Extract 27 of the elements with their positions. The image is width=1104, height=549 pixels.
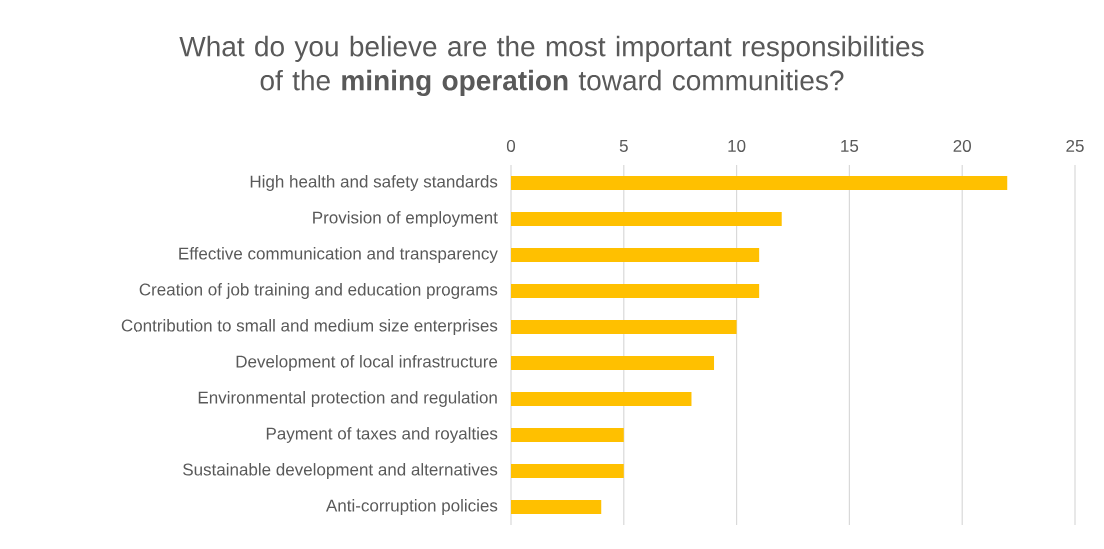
bar [511,500,602,514]
bar [511,392,692,406]
x-tick-label: 5 [619,140,628,152]
y-tick-label: Environmental protection and regulation [198,391,497,407]
bar [511,212,782,227]
x-tick-label: 0 [506,139,516,152]
chart-title: What do you believe are the most important responsibilities of the mining operation toward communities? [179,35,924,97]
y-tick-label: Provision of employment [313,211,498,227]
y-tick-label: Development of local infrastructure [236,355,498,371]
bar [511,464,624,478]
bar [511,320,737,335]
x-tick-label: 20 [953,139,971,152]
y-tick-label: Effective communication and transparency [179,247,498,263]
x-tick-label: 15 [841,140,859,152]
y-tick-label: Contribution to small and medium size enterprises [121,319,498,335]
y-tick-label: Anti-corruption policies [326,499,498,515]
x-tick-label: 25 [1066,139,1084,152]
bar [511,284,760,299]
bar [511,428,624,443]
bar [511,248,760,263]
y-tick-label: Creation of job training and education programs [139,283,498,299]
x-tick-label: 10 [728,139,746,152]
y-tick-label: Payment of taxes and royalties [266,427,498,443]
y-tick-label: Sustainable development and alternatives [183,463,498,479]
bar [511,356,715,370]
y-tick-label: High health and safety standards [250,175,498,191]
bar [511,176,1008,191]
